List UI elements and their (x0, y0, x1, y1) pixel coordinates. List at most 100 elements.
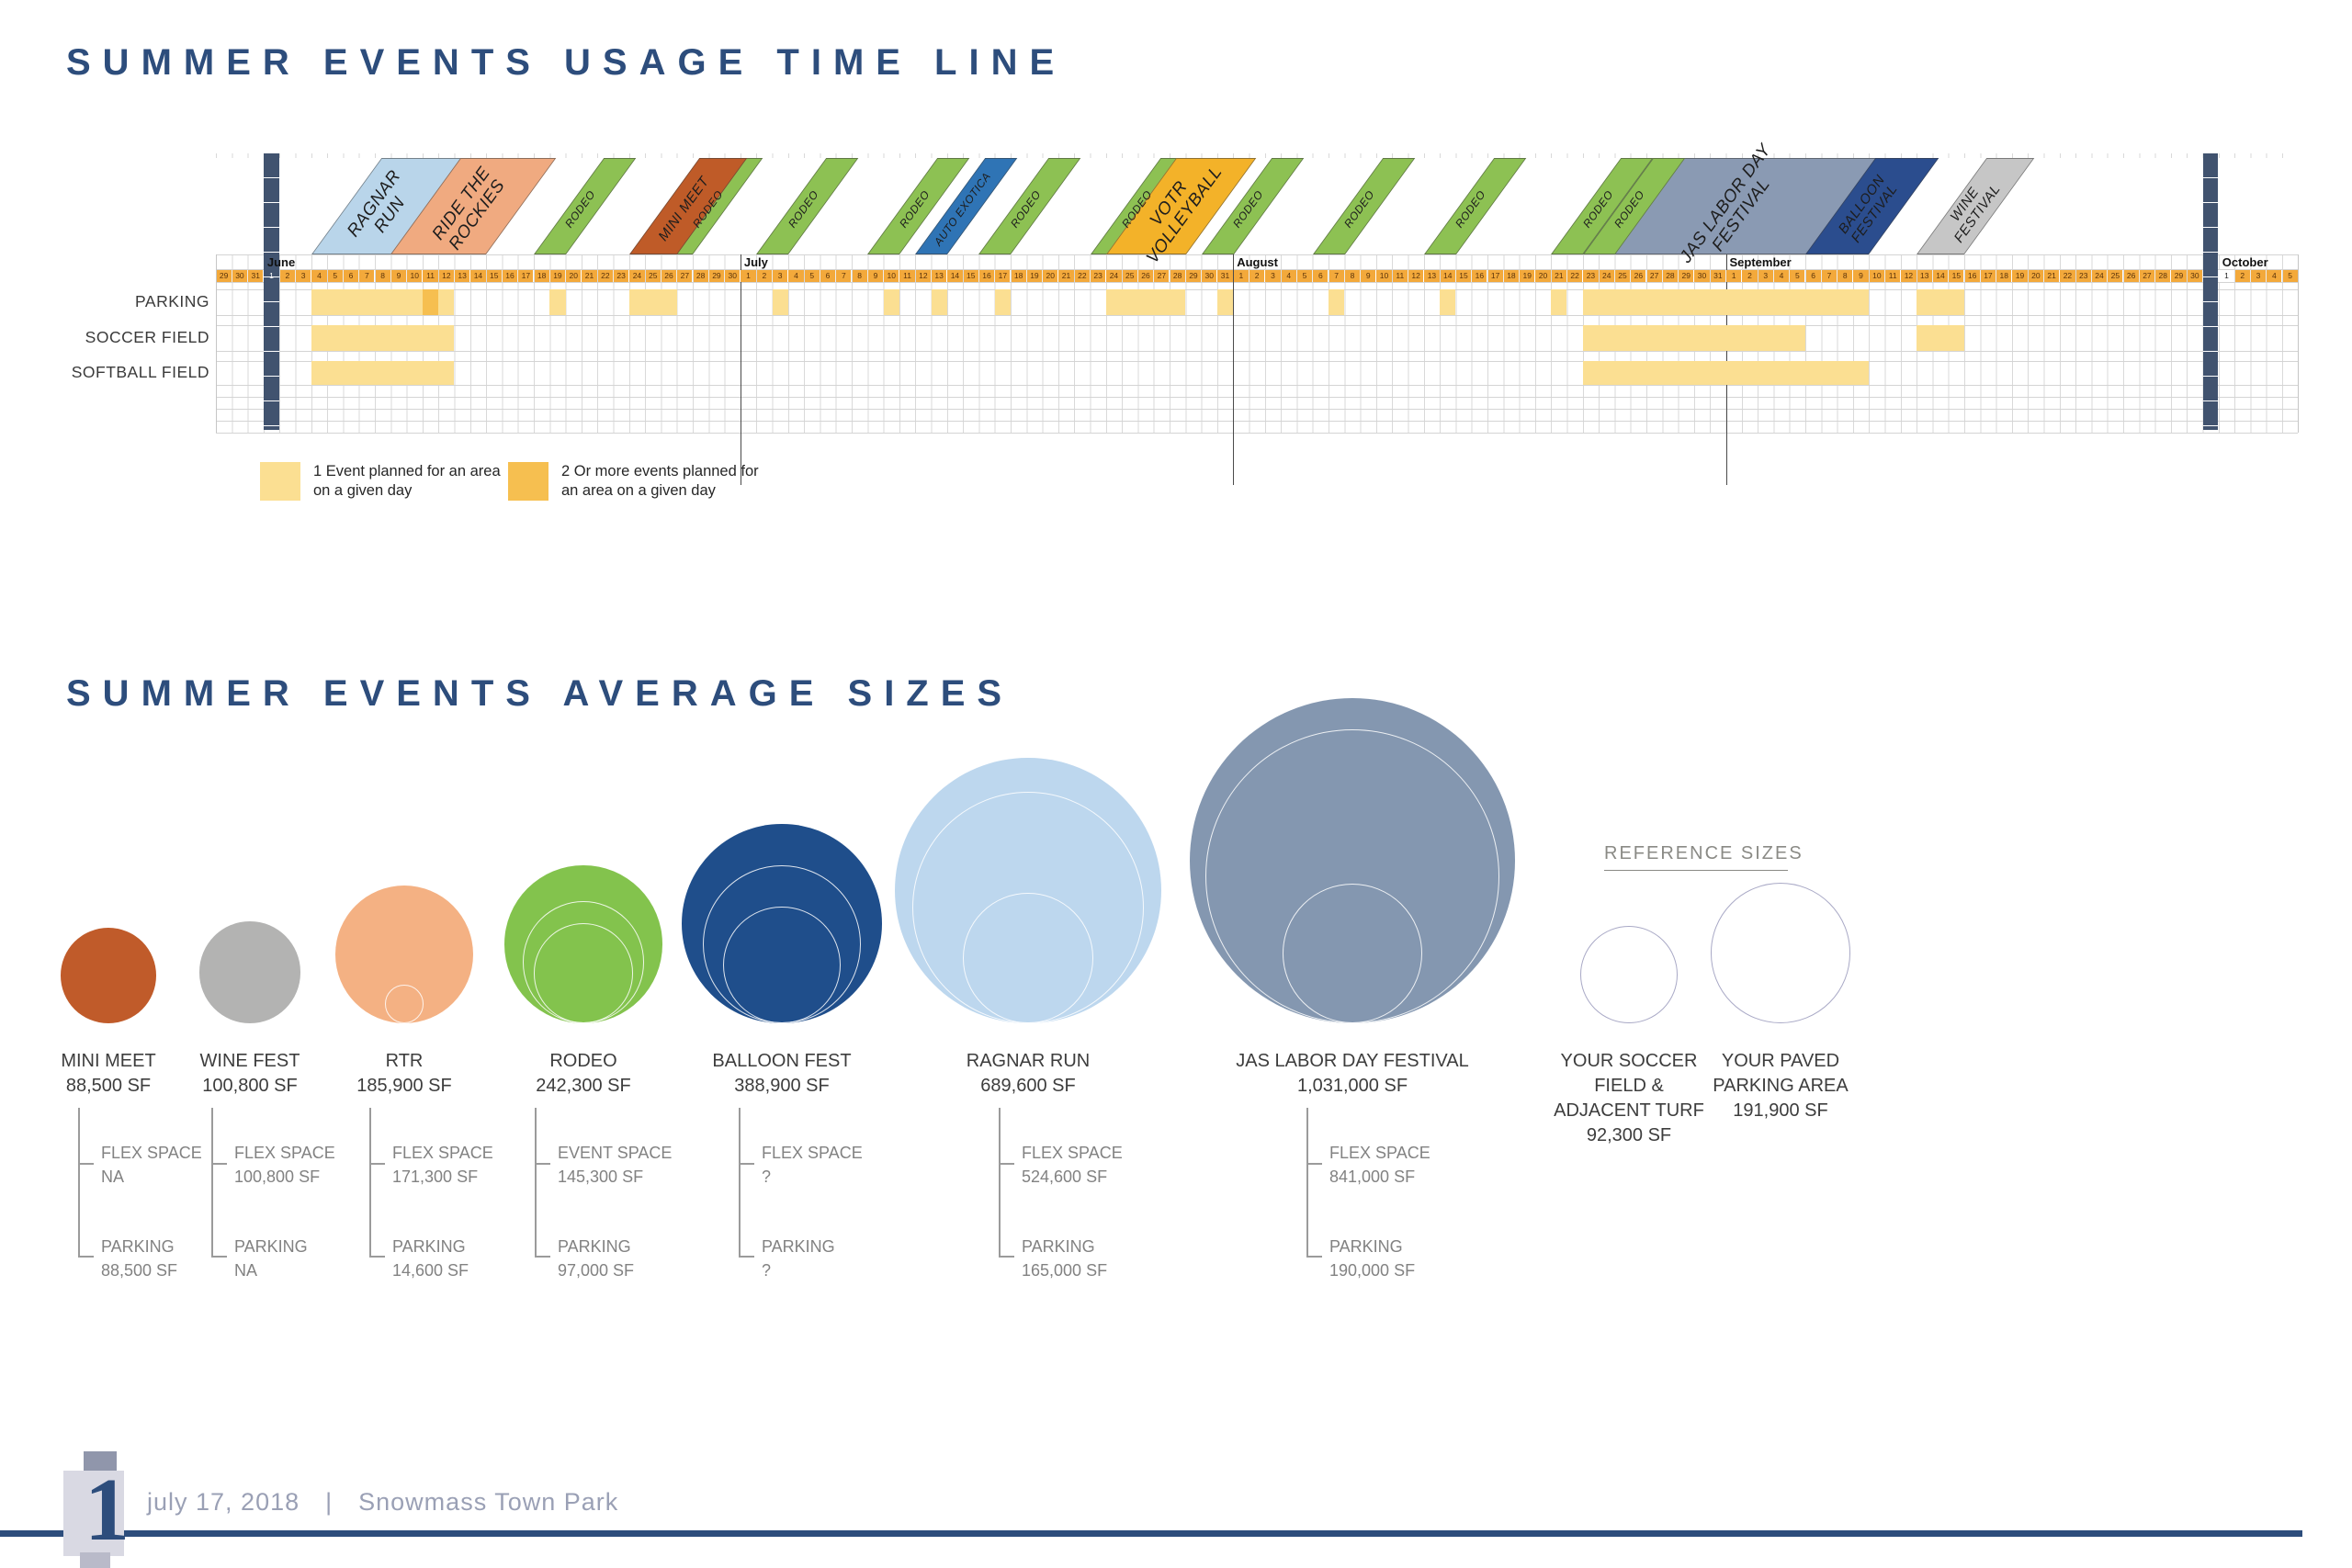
bubble-name: BALLOON FEST (712, 1051, 852, 1071)
day-cell: 11 (1885, 269, 1901, 282)
detail-label: FLEX SPACE? (762, 1141, 863, 1189)
day-cell: 31 (248, 269, 264, 282)
detail-label: FLEX SPACE 841,000 SF (1329, 1141, 1430, 1189)
bubble-inner-ring (533, 923, 634, 1023)
tree-line (739, 1108, 741, 1257)
day-cell: 22 (597, 269, 613, 282)
bubble-name: RODEO (549, 1051, 617, 1071)
day-cell: 15 (1949, 269, 1964, 282)
usage-mark (1582, 289, 1870, 315)
day-cell: 6 (1313, 269, 1329, 282)
footer-date-line: july 17, 2018 | Snowmass Town Park (147, 1488, 618, 1517)
detail-value: 88,500 SF (101, 1261, 178, 1280)
day-cell: 24 (1599, 269, 1614, 282)
detail-label: FLEX SPACE NA (101, 1141, 202, 1189)
reference-circle (1580, 926, 1678, 1023)
detail-label: PARKING NA (234, 1235, 308, 1282)
bubble-total-sf: 689,600 SF (980, 1076, 1076, 1096)
day-cell: 4 (1281, 269, 1296, 282)
day-cell: 18 (1996, 269, 2012, 282)
detail-name: FLEX SPACE (392, 1144, 493, 1162)
day-cell: 15 (1455, 269, 1472, 282)
tree-stub (535, 1256, 550, 1258)
day-cell: 3 (773, 269, 788, 282)
legend-label: 1 Event planned for an area on a given d… (313, 463, 501, 499)
legend-item: 1 Event planned for an area on a given d… (260, 462, 536, 517)
day-cell: 3 (1758, 269, 1773, 282)
tree-stub (211, 1256, 227, 1258)
day-cell: 2 (2234, 269, 2250, 282)
detail-value: 145,300 SF (558, 1168, 644, 1186)
logo-rect-bottom (80, 1552, 110, 1568)
month-separator-bar (2203, 153, 2219, 430)
day-cell: 9 (390, 269, 407, 282)
day-cell: 2 (279, 269, 295, 282)
day-cell: 14 (947, 269, 963, 282)
tree-stub (369, 1256, 385, 1258)
day-cell: 12 (1901, 269, 1917, 282)
month-separator-bar (264, 153, 279, 430)
reference-circle (1710, 883, 1851, 1023)
day-cell: 13 (1424, 269, 1440, 282)
month-label: August (1237, 255, 1278, 269)
bubble-total-sf: 185,900 SF (356, 1076, 452, 1096)
day-cell: 12 (1408, 269, 1424, 282)
bubble-total-sf: 388,900 SF (734, 1076, 830, 1096)
grid-border (2298, 254, 2300, 433)
footer-date: july 17, 2018 (147, 1488, 300, 1516)
detail-name: EVENT SPACE (558, 1144, 673, 1162)
day-cell: 5 (327, 269, 343, 282)
detail-label: PARKING 165,000 SF (1022, 1235, 1107, 1282)
day-cell: 19 (1520, 269, 1535, 282)
tree-stub (535, 1163, 550, 1165)
usage-mark (311, 361, 455, 385)
detail-name: PARKING (392, 1237, 466, 1256)
detail-label: PARKING? (762, 1235, 835, 1282)
tree-line (211, 1108, 213, 1257)
month-line (1233, 254, 1235, 485)
day-cell: 21 (582, 269, 597, 282)
detail-value: 97,000 SF (558, 1261, 635, 1280)
day-cell: 8 (375, 269, 390, 282)
bubble-name: WINE FEST (199, 1051, 300, 1071)
tree-stub (78, 1163, 94, 1165)
reference-name: YOUR SOCCER FIELD & ADJACENT TURF (1554, 1051, 1704, 1121)
usage-mark (1216, 289, 1234, 315)
reference-total-sf: 92,300 SF (1586, 1125, 1672, 1145)
bubble-name: MINI MEET (61, 1051, 156, 1071)
month-label: September (1729, 255, 1792, 269)
detail-label: FLEX SPACE 100,800 SF (234, 1141, 335, 1189)
tree-line (78, 1108, 80, 1257)
detail-label: EVENT SPACE 145,300 SF (558, 1141, 672, 1189)
row-label: PARKING (135, 292, 209, 310)
tree-line (369, 1108, 371, 1257)
bubble-label: JAS LABOR DAY FESTIVAL 1,031,000 SF (1201, 1049, 1504, 1099)
detail-value: NA (234, 1261, 258, 1280)
day-cell: 23 (2075, 269, 2091, 282)
day-cell: 9 (1361, 269, 1376, 282)
day-cell: 20 (1535, 269, 1551, 282)
detail-value: 14,600 SF (392, 1261, 469, 1280)
bubble-total-sf: 242,300 SF (536, 1076, 631, 1096)
detail-name: FLEX SPACE (1329, 1144, 1430, 1162)
usage-mark (311, 325, 455, 351)
legend-label: 2 Or more events planned for an area on … (561, 463, 759, 499)
day-cell: 8 (852, 269, 867, 282)
day-cell: 29 (1679, 269, 1694, 282)
day-cell: 20 (566, 269, 582, 282)
day-cell: 15 (963, 269, 978, 282)
day-cell: 24 (2091, 269, 2108, 282)
bubble-inner-ring (384, 984, 424, 1023)
day-cell: 27 (677, 269, 693, 282)
detail-label: PARKING 14,600 SF (392, 1235, 469, 1282)
row-label: SOCCER FIELD (85, 328, 209, 346)
day-cell: 27 (1154, 269, 1170, 282)
usage-mark (994, 289, 1011, 315)
detail-label: FLEX SPACE 171,300 SF (392, 1141, 493, 1189)
sizes-section-title: SUMMER EVENTS AVERAGE SIZES (66, 673, 1014, 714)
grid-hline (216, 409, 2299, 410)
day-cell: 10 (884, 269, 899, 282)
day-cell: 28 (2155, 269, 2171, 282)
tree-stub (739, 1163, 754, 1165)
day-cell: 16 (1472, 269, 1487, 282)
